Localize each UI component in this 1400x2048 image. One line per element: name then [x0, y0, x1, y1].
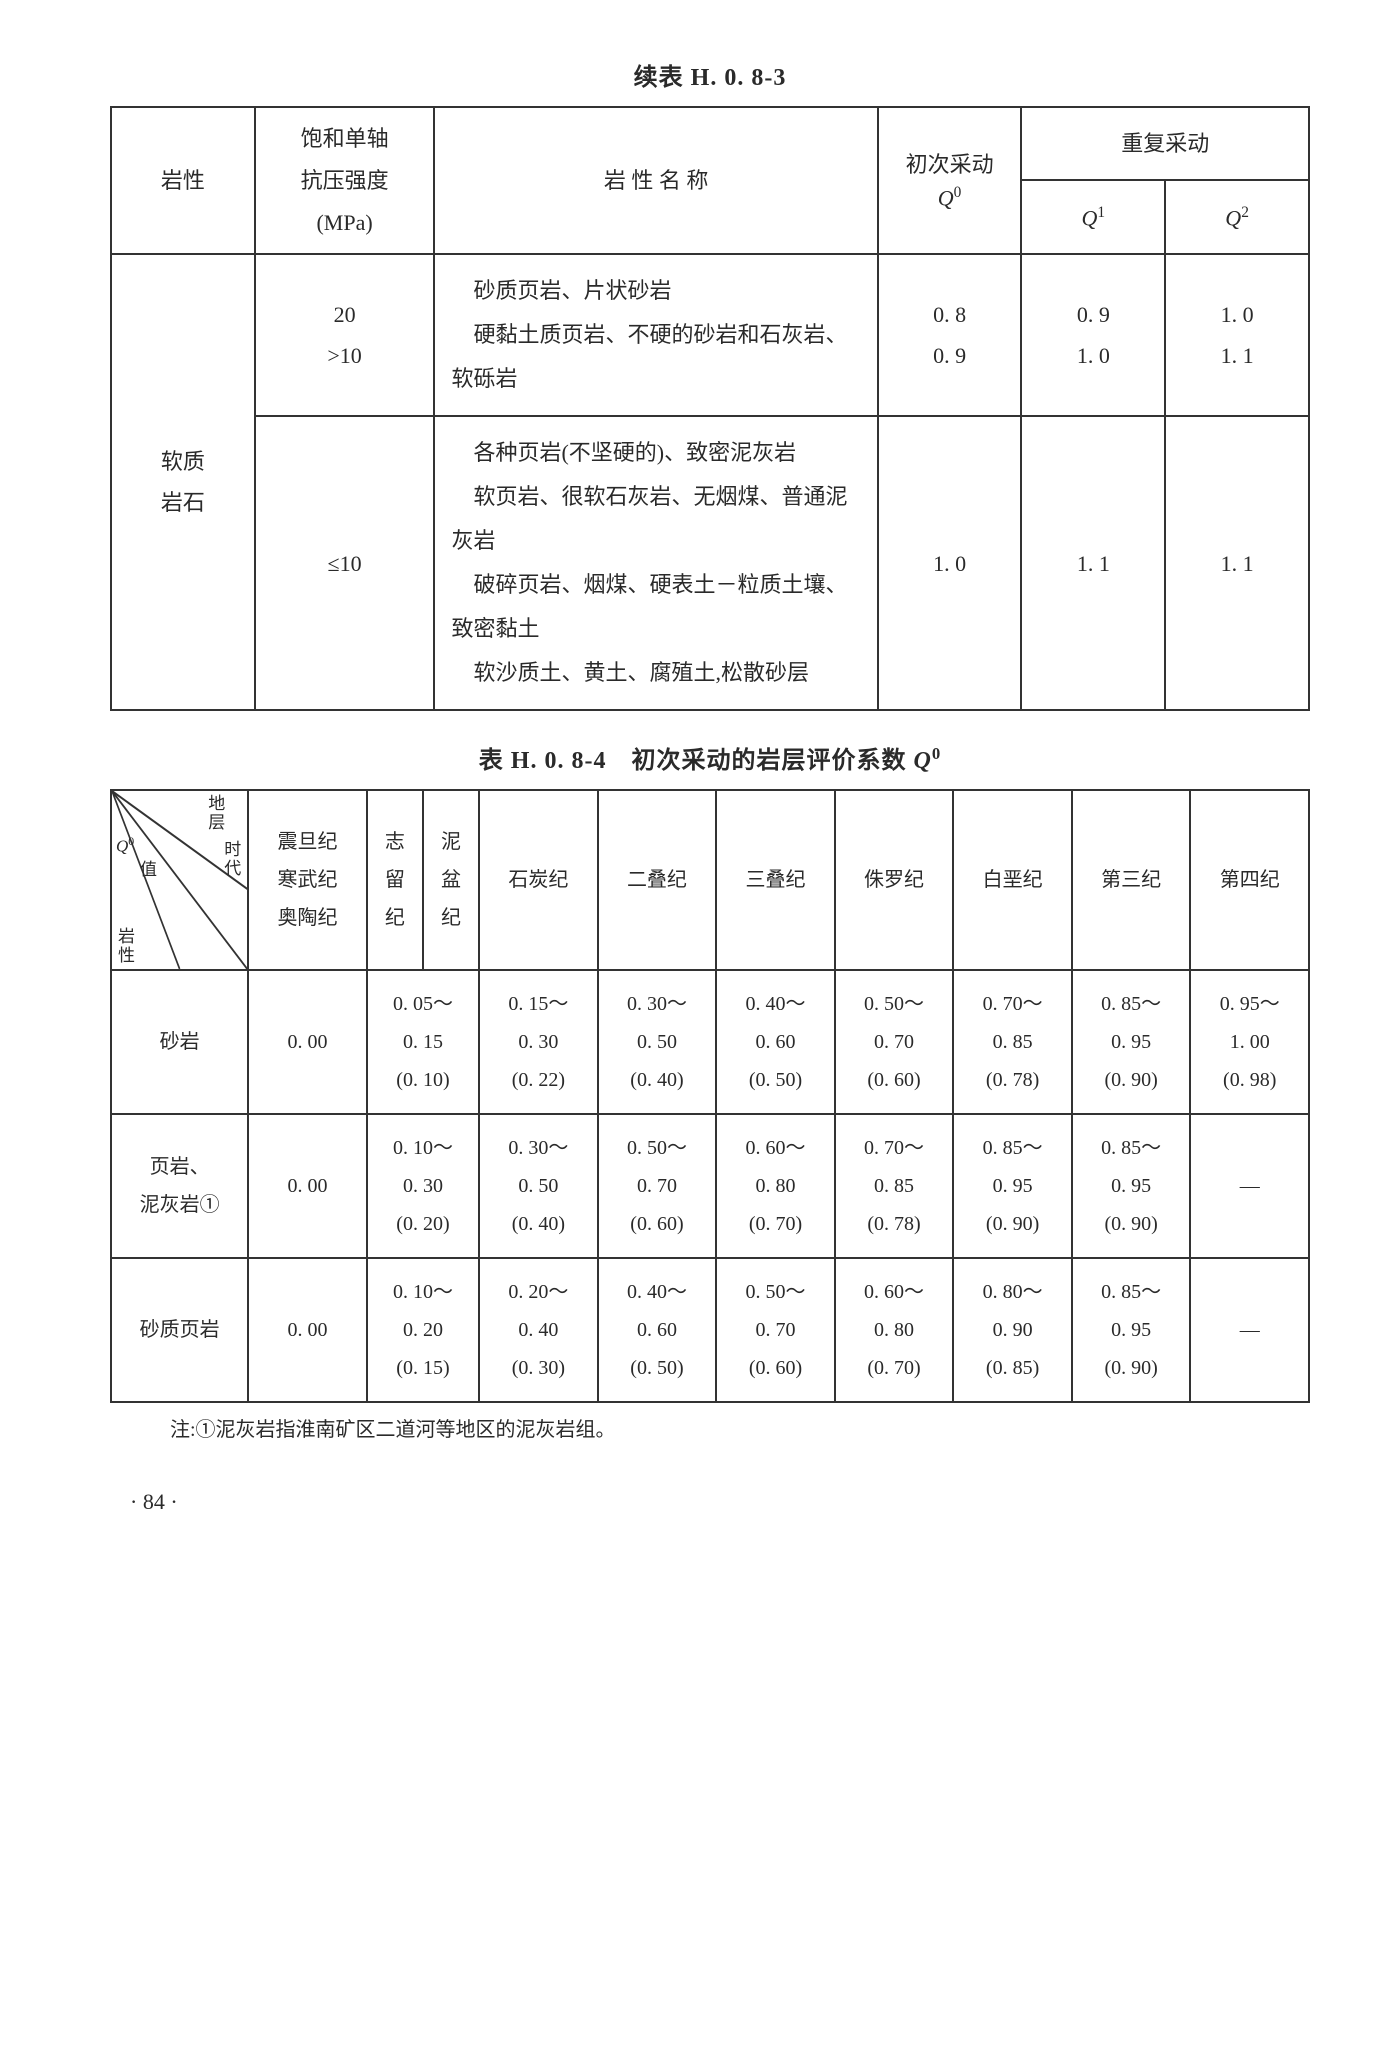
data-cell: —	[1190, 1258, 1309, 1402]
data-cell: 0. 05～0. 15(0. 10)	[367, 970, 479, 1114]
strength-cell: ≤10	[255, 416, 435, 710]
data-cell: 0. 85～0. 95(0. 90)	[1072, 970, 1191, 1114]
data-cell: 0. 85～0. 95(0. 90)	[1072, 1114, 1191, 1258]
desc-cell: 各种页岩(不坚硬的)、致密泥灰岩 软页岩、很软石灰岩、无烟煤、普通泥灰岩 破碎页…	[434, 416, 877, 710]
strength-a: 20	[334, 302, 356, 327]
era-header: 震旦纪寒武纪奥陶纪	[248, 790, 367, 970]
table2-title-sup: 0	[932, 744, 941, 763]
table-row: ≤10 各种页岩(不坚硬的)、致密泥灰岩 软页岩、很软石灰岩、无烟煤、普通泥灰岩…	[111, 416, 1309, 710]
q1-sym: Q	[1082, 205, 1098, 230]
th-strength: 饱和单轴抗压强度(MPa)	[255, 107, 435, 254]
row-label: 页岩、泥灰岩①	[111, 1114, 248, 1258]
th-rock-name: 岩 性 名 称	[434, 107, 877, 254]
data-cell: 0. 70～0. 85(0. 78)	[835, 1114, 954, 1258]
rock-type-cell: 软质岩石	[111, 254, 255, 710]
data-cell: 0. 80～0. 90(0. 85)	[953, 1258, 1072, 1402]
table1: 岩性 饱和单轴抗压强度(MPa) 岩 性 名 称 初次采动 Q0 重复采动 Q1…	[110, 106, 1310, 711]
table-row: 砂岩 0. 00 0. 05～0. 15(0. 10) 0. 15～0. 30(…	[111, 970, 1309, 1114]
row-label: 砂岩	[111, 970, 248, 1114]
q2-cell: 1. 0 1. 1	[1165, 254, 1309, 416]
q0-sup: 0	[954, 184, 962, 201]
page-number: · 84 ·	[130, 1485, 1310, 1518]
table2-title-sym: Q	[913, 748, 931, 774]
diag-bottom: 岩性	[118, 928, 135, 965]
data-cell: 0. 50～0. 70(0. 60)	[835, 970, 954, 1114]
data-cell: 0. 95～1. 00(0. 98)	[1190, 970, 1309, 1114]
era-header: 二叠纪	[598, 790, 717, 970]
data-cell: 0. 00	[248, 1258, 367, 1402]
data-cell: 0. 00	[248, 970, 367, 1114]
table2-title-prefix: 表 H. 0. 8-4 初次采动的岩层评价系数	[479, 748, 914, 774]
data-cell: 0. 70～0. 85(0. 78)	[953, 970, 1072, 1114]
table-row: 页岩、泥灰岩① 0. 00 0. 10～0. 30(0. 20) 0. 30～0…	[111, 1114, 1309, 1258]
diag-q-sup: 0	[128, 834, 134, 848]
data-cell: 0. 60～0. 80(0. 70)	[716, 1114, 835, 1258]
q1-sup: 1	[1097, 204, 1105, 221]
data-cell: 0. 60～0. 80(0. 70)	[835, 1258, 954, 1402]
q2-b: 1. 1	[1221, 343, 1254, 368]
strength-b: >10	[327, 343, 361, 368]
data-cell: 0. 10～0. 20(0. 15)	[367, 1258, 479, 1402]
first-mining-label: 初次采动	[906, 152, 994, 177]
th-first-mining: 初次采动 Q0	[878, 107, 1022, 254]
q0-cell: 1. 0	[878, 416, 1022, 710]
diag-header-cell: 地层 时代 Q0 值 岩性	[111, 790, 248, 970]
q2-sym: Q	[1225, 205, 1241, 230]
data-cell: 0. 40～0. 60(0. 50)	[598, 1258, 717, 1402]
data-cell: 0. 00	[248, 1114, 367, 1258]
desc-cell: 砂质页岩、片状砂岩 硬黏土质页岩、不硬的砂岩和石灰岩、软砾岩	[434, 254, 877, 416]
era-header: 第四纪	[1190, 790, 1309, 970]
q0-a: 0. 8	[933, 302, 966, 327]
era-header: 侏罗纪	[835, 790, 954, 970]
data-cell: 0. 85～0. 95(0. 90)	[1072, 1258, 1191, 1402]
data-cell: 0. 50～0. 70(0. 60)	[716, 1258, 835, 1402]
era-header: 三叠纪	[716, 790, 835, 970]
th-rock-type: 岩性	[111, 107, 255, 254]
row-label: 砂质页岩	[111, 1258, 248, 1402]
q1-b: 1. 0	[1077, 343, 1110, 368]
data-cell: 0. 15～0. 30(0. 22)	[479, 970, 598, 1114]
data-cell: 0. 10～0. 30(0. 20)	[367, 1114, 479, 1258]
diag-right: 时代	[224, 841, 241, 878]
era-header: 志留纪	[367, 790, 423, 970]
q2-a: 1. 0	[1221, 302, 1254, 327]
table2-title: 表 H. 0. 8-4 初次采动的岩层评价系数 Q0	[110, 741, 1310, 779]
era-header: 石炭纪	[479, 790, 598, 970]
diag-top: 地层	[208, 795, 225, 832]
diag-q: Q0	[116, 835, 134, 856]
q0-b: 0. 9	[933, 343, 966, 368]
q1-a: 0. 9	[1077, 302, 1110, 327]
era-header: 泥盆纪	[423, 790, 479, 970]
era-header: 第三纪	[1072, 790, 1191, 970]
q1-cell: 1. 1	[1021, 416, 1165, 710]
q2-cell: 1. 1	[1165, 416, 1309, 710]
q1-cell: 0. 9 1. 0	[1021, 254, 1165, 416]
footnote: 注:①泥灰岩指淮南矿区二道河等地区的泥灰岩组。	[170, 1415, 1310, 1445]
era-header: 白垩纪	[953, 790, 1072, 970]
th-q2: Q2	[1165, 180, 1309, 254]
table1-title: 续表 H. 0. 8-3	[110, 60, 1310, 96]
q0-sym: Q	[938, 185, 954, 210]
diag-val: 值	[140, 861, 157, 880]
data-cell: 0. 30～0. 50(0. 40)	[598, 970, 717, 1114]
table-row: 软质岩石 20 >10 砂质页岩、片状砂岩 硬黏土质页岩、不硬的砂岩和石灰岩、软…	[111, 254, 1309, 416]
data-cell: 0. 85～0. 95(0. 90)	[953, 1114, 1072, 1258]
diag-q-sym: Q	[116, 837, 128, 856]
strength-cell: 20 >10	[255, 254, 435, 416]
data-cell: —	[1190, 1114, 1309, 1258]
table2: 地层 时代 Q0 值 岩性 震旦纪寒武纪奥陶纪 志留纪 泥盆纪 石炭纪 二叠纪 …	[110, 789, 1310, 1403]
data-cell: 0. 40～0. 60(0. 50)	[716, 970, 835, 1114]
table-row: 砂质页岩 0. 00 0. 10～0. 20(0. 15) 0. 20～0. 4…	[111, 1258, 1309, 1402]
data-cell: 0. 30～0. 50(0. 40)	[479, 1114, 598, 1258]
data-cell: 0. 50～0. 70(0. 60)	[598, 1114, 717, 1258]
th-repeat-mining: 重复采动	[1021, 107, 1309, 180]
th-q1: Q1	[1021, 180, 1165, 254]
q2-sup: 2	[1241, 204, 1249, 221]
q0-cell: 0. 8 0. 9	[878, 254, 1022, 416]
data-cell: 0. 20～0. 40(0. 30)	[479, 1258, 598, 1402]
